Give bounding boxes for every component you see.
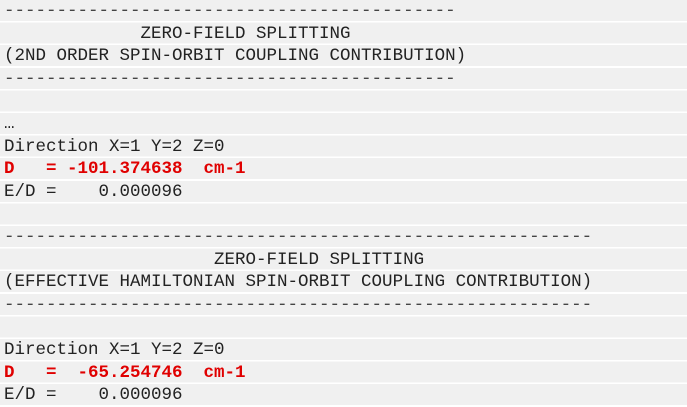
separator-line: ----------------------------------------… [4,294,593,315]
blank-line [4,316,687,339]
direction-line: Direction X=1 Y=2 Z=0 [4,136,225,157]
d-value-line: D = -101.374638 cm-1 [4,159,246,180]
section-title: ZERO-FIELD SPLITTING [4,23,351,44]
blank-line [4,90,687,113]
direction-line: Direction X=1 Y=2 Z=0 [4,339,225,360]
separator-line: ----------------------------------------… [4,1,456,21]
section-subtitle: (2ND ORDER SPIN-ORBIT COUPLING CONTRIBUT… [4,46,467,67]
section-subtitle: (EFFECTIVE HAMILTONIAN SPIN-ORBIT COUPLI… [4,272,593,293]
separator-line: ----------------------------------------… [4,226,593,247]
ed-value-line: E/D = 0.000096 [4,385,183,406]
blank-line [4,203,687,226]
ed-value-line: E/D = 0.000096 [4,181,183,202]
separator-line: ----------------------------------------… [4,68,456,89]
ellipsis-line: … [4,113,15,134]
section-title: ZERO-FIELD SPLITTING [4,249,425,270]
d-value-line: D = -65.254746 cm-1 [4,362,246,383]
